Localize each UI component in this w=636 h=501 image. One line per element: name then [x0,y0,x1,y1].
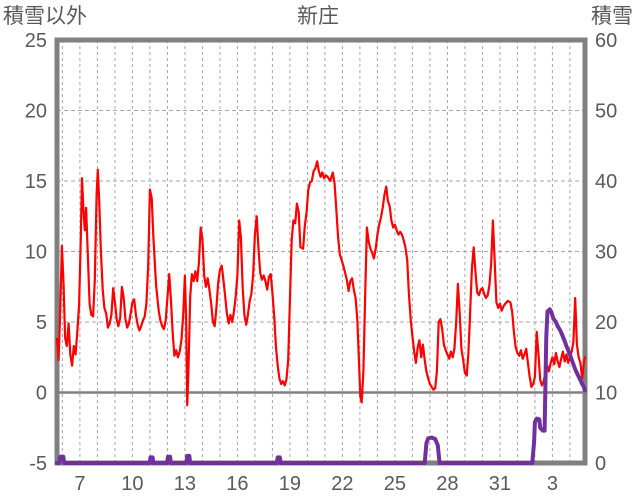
right-axis-tick-label: 30 [595,242,617,264]
left-axis-tick-label: 25 [25,30,47,52]
left-axis-tick-label: 10 [25,242,47,264]
left-axis-tick-label: 5 [36,312,47,334]
right-axis-tick-label: 50 [595,101,617,123]
left-axis-tick-label: 15 [25,171,47,193]
left-axis-tick-label: -5 [29,453,47,475]
x-axis-tick-label: 31 [489,473,511,495]
x-axis-tick-label: 13 [174,473,196,495]
x-axis-tick-label: 10 [121,473,143,495]
right-axis-tick-label: 10 [595,383,617,405]
x-axis-tick-label: 28 [436,473,458,495]
x-axis-tick-label: 25 [384,473,406,495]
temperature-series-line [55,160,587,407]
x-axis-tick-label: 3 [547,473,558,495]
chart-title: 新庄 [297,5,339,28]
right-axis-tick-label: 20 [595,312,617,334]
right-axis-tick-label: 60 [595,30,617,52]
x-axis-tick-label: 7 [74,473,85,495]
left-axis-tick-label: 20 [25,101,47,123]
left-axis-tick-label: 0 [36,383,47,405]
x-axis-tick-label: 16 [226,473,248,495]
x-axis-tick-label: 22 [331,473,353,495]
right-axis-tick-label: 0 [595,453,606,475]
x-axis-tick-label: 19 [279,473,301,495]
snow-depth-series-line [55,307,587,465]
right-axis-title: 積雪 [591,5,633,28]
right-axis-tick-label: 40 [595,171,617,193]
left-axis-title: 積雪以外 [3,5,87,28]
